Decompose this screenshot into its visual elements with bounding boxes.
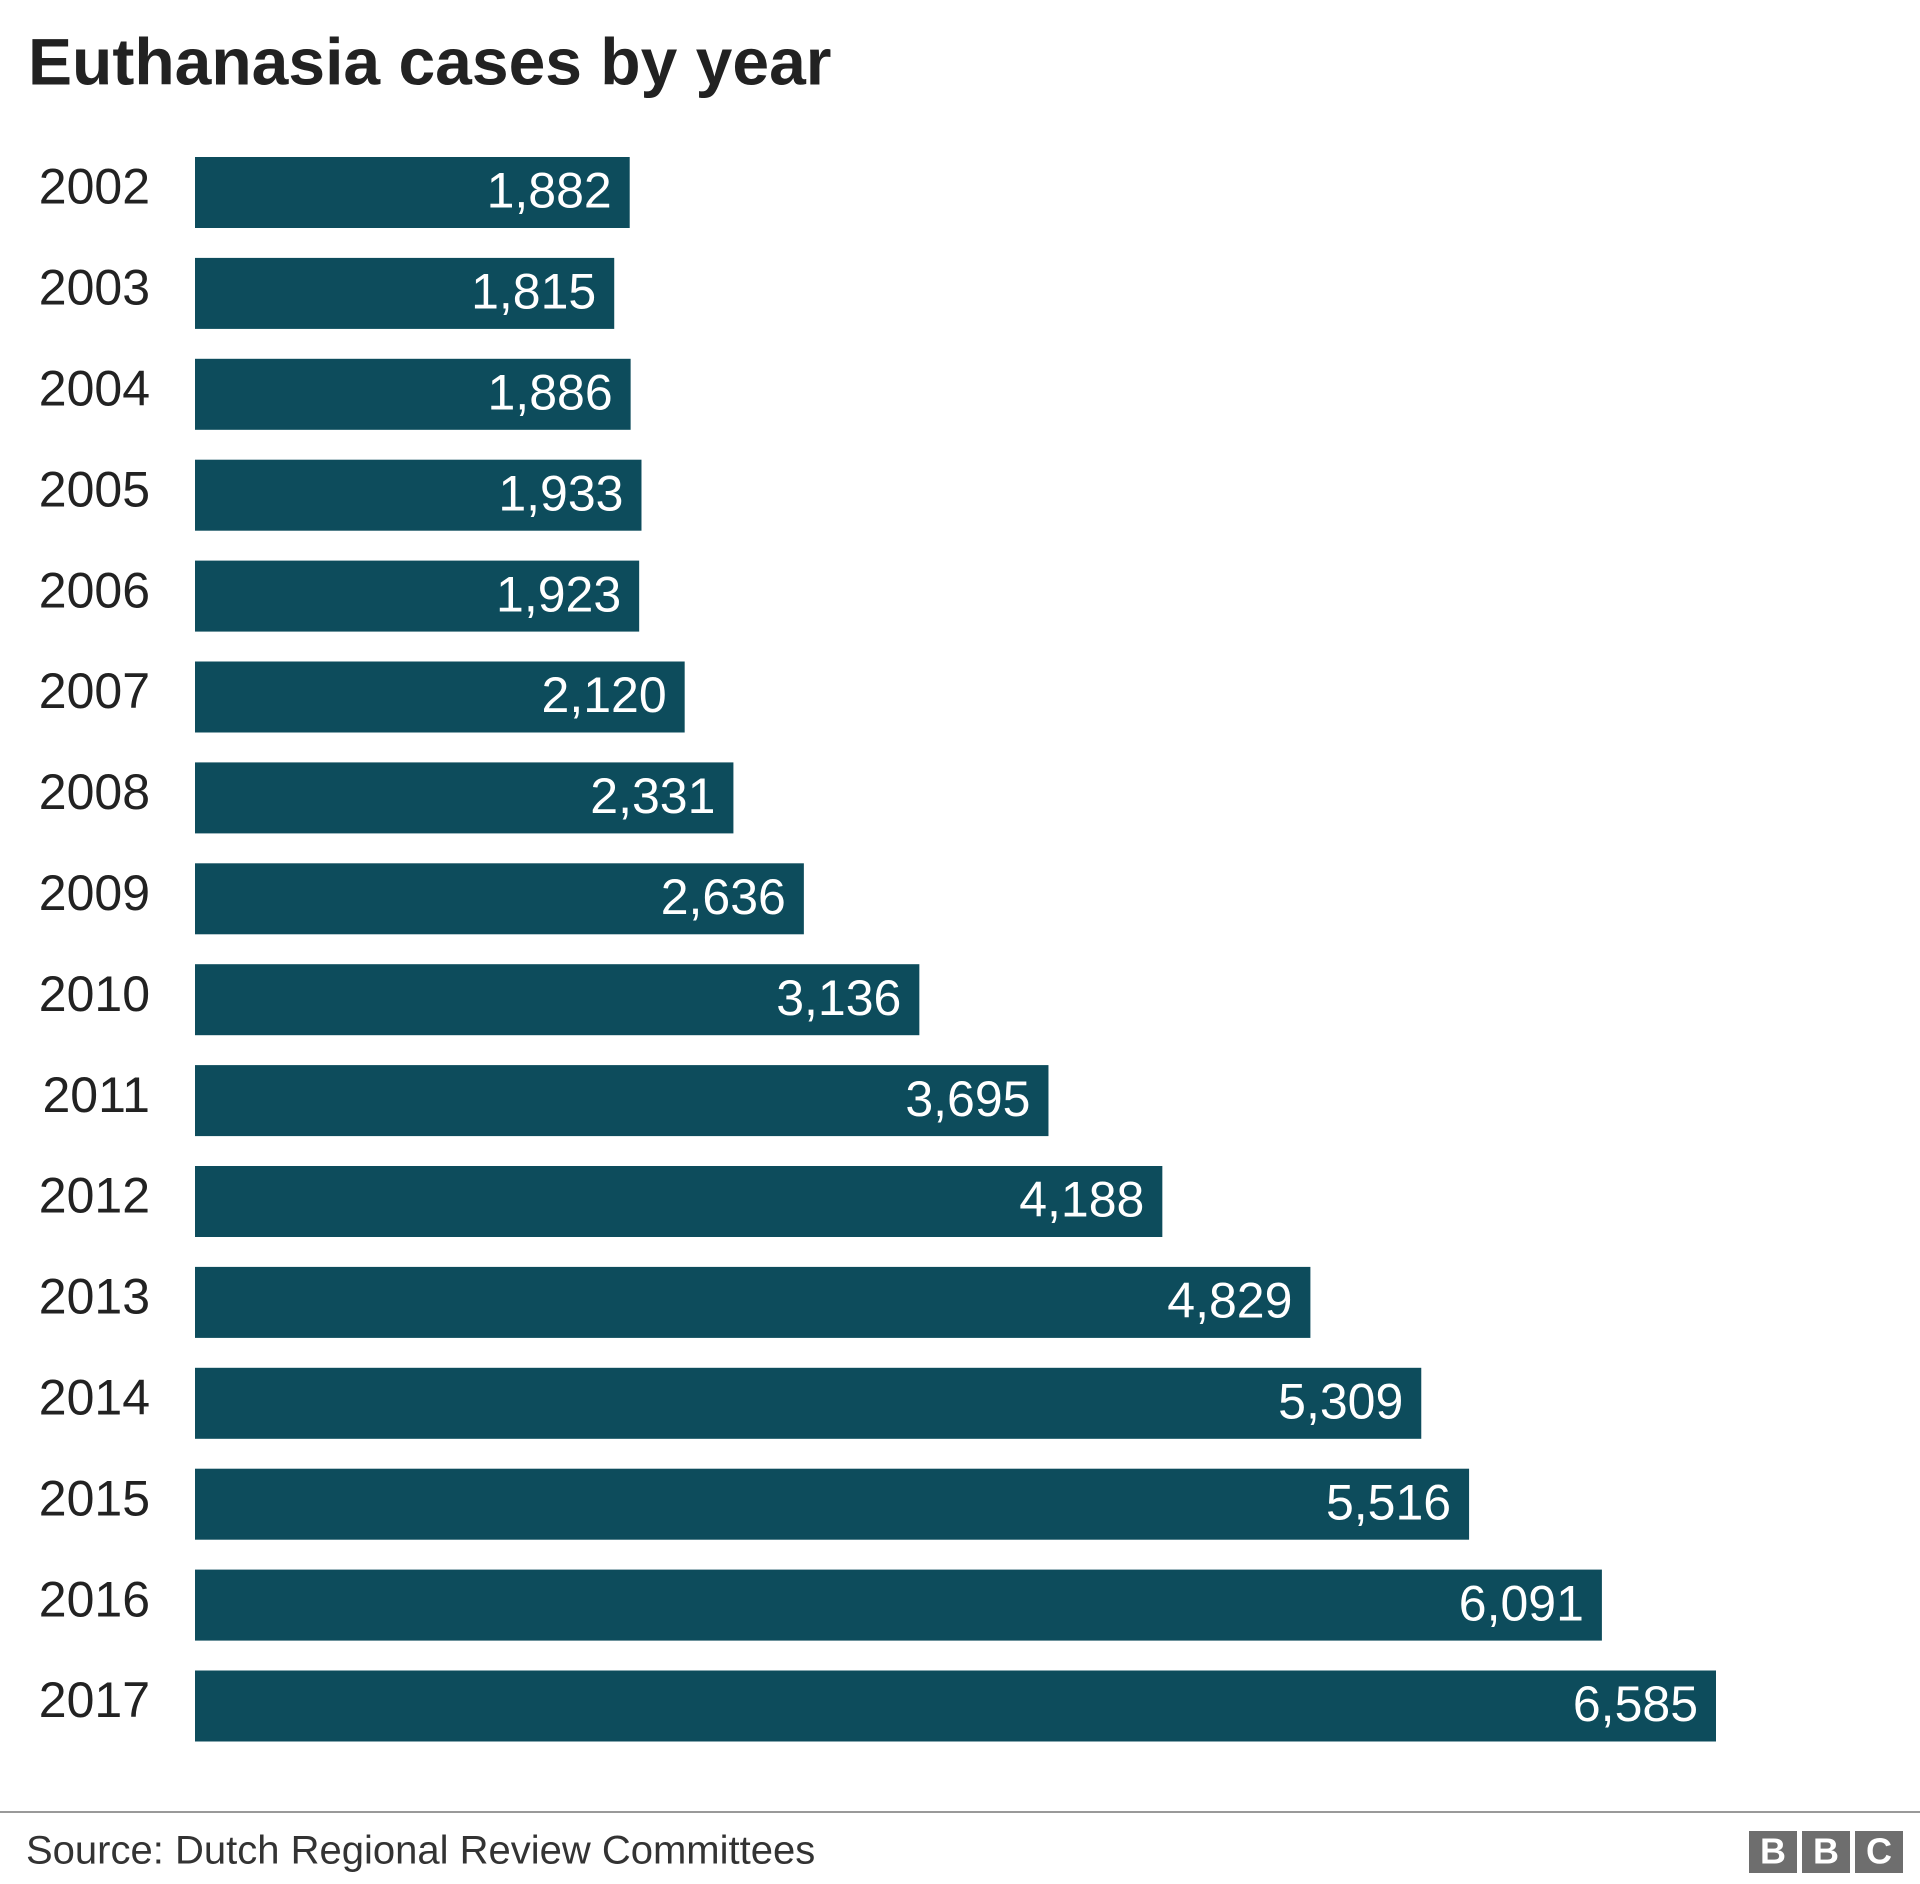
- value-label: 5,516: [1326, 1474, 1451, 1530]
- bar: [195, 1065, 1049, 1137]
- y-tick-label: 2011: [42, 1067, 150, 1123]
- y-tick-label: 2005: [39, 461, 150, 517]
- logo-letter: C: [1866, 1831, 1892, 1872]
- bar: [195, 157, 630, 228]
- bar: [195, 1468, 1470, 1540]
- bar: [195, 1367, 1422, 1439]
- y-tick-label: 2006: [39, 562, 150, 618]
- value-label: 3,136: [776, 970, 901, 1026]
- value-label: 2,120: [542, 667, 667, 723]
- y-tick-label: 2007: [39, 663, 150, 719]
- value-label: 1,933: [498, 465, 623, 521]
- y-tick-label: 2009: [39, 865, 150, 921]
- y-tick-label: 2008: [39, 764, 150, 820]
- y-tick-label: 2014: [39, 1370, 150, 1426]
- logo-box: [1749, 1831, 1797, 1873]
- value-label: 1,815: [471, 264, 596, 320]
- bar: [195, 1569, 1602, 1641]
- value-label: 3,695: [905, 1071, 1030, 1127]
- y-tick-label: 2017: [39, 1672, 150, 1728]
- bar: [195, 1266, 1311, 1338]
- value-label: 2,331: [590, 768, 715, 824]
- y-tick-label: 2003: [39, 260, 150, 316]
- value-label: 4,188: [1019, 1172, 1144, 1228]
- bar: [195, 863, 804, 935]
- logo-letter: B: [1813, 1831, 1839, 1872]
- value-label: 5,309: [1278, 1374, 1403, 1430]
- logo-box: [1855, 1831, 1903, 1873]
- logo-box: [1802, 1831, 1850, 1873]
- y-tick-label: 2016: [39, 1571, 150, 1627]
- bar: [195, 1166, 1163, 1237]
- y-tick-label: 2002: [39, 159, 150, 215]
- bar: [195, 257, 615, 329]
- value-label: 1,886: [488, 365, 613, 421]
- value-label: 6,091: [1459, 1575, 1584, 1631]
- value-label: 1,882: [487, 163, 612, 219]
- value-label: 4,829: [1167, 1273, 1292, 1329]
- y-tick-label: 2010: [39, 966, 150, 1022]
- bar: [195, 762, 734, 834]
- bar: [195, 1670, 1716, 1742]
- source: Source: Dutch Regional Review Committees: [26, 1829, 815, 1873]
- chart-title: Euthanasia cases by year: [28, 24, 831, 98]
- value-label: 2,636: [661, 869, 786, 925]
- y-tick-label: 2012: [39, 1168, 150, 1224]
- value-label: 1,923: [496, 566, 621, 622]
- y-tick-label: 2015: [39, 1470, 150, 1526]
- y-tick-label: 2013: [39, 1269, 150, 1325]
- bar: [195, 964, 920, 1036]
- bar: [195, 661, 685, 733]
- bar: [195, 358, 631, 430]
- bar: [195, 459, 642, 531]
- value-label: 6,585: [1573, 1676, 1698, 1732]
- bar: [195, 560, 640, 632]
- y-tick-label: 2004: [39, 361, 150, 417]
- logo-letter: B: [1760, 1831, 1786, 1872]
